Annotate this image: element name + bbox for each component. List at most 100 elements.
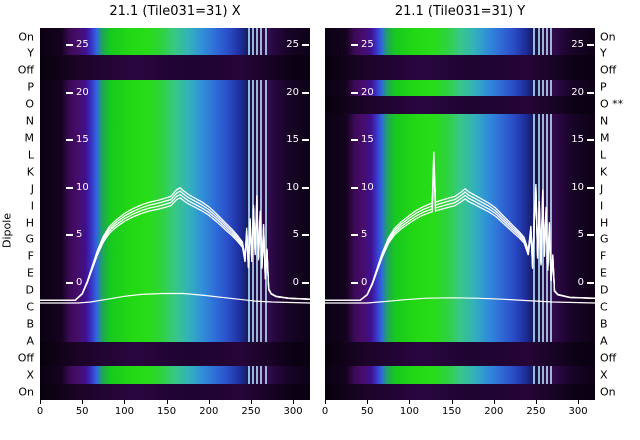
right-row-label: D bbox=[600, 283, 609, 297]
right-row-label: G bbox=[600, 232, 609, 246]
inner-tick-label: 5 bbox=[577, 229, 584, 241]
right-row-label: F bbox=[600, 249, 607, 263]
heatmap-background-y bbox=[325, 28, 595, 400]
inner-value-tick: 10 bbox=[286, 182, 309, 193]
tick-mark-icon bbox=[66, 91, 73, 94]
right-row-label: B bbox=[600, 317, 608, 331]
x-tick-mark bbox=[325, 400, 326, 404]
inner-tick-label: 10 bbox=[571, 181, 584, 193]
right-row-label: M bbox=[600, 131, 610, 145]
masked-row-band bbox=[325, 96, 595, 115]
x-tick-mark bbox=[493, 400, 495, 404]
spike-stripe bbox=[260, 28, 263, 400]
left-row-label: B bbox=[26, 317, 34, 331]
heatmap-panel-x: 25 25 20 20 15 15 10 10 5 5 0 0 bbox=[40, 28, 310, 400]
tick-mark-icon bbox=[302, 139, 309, 142]
x-tick-mark bbox=[250, 400, 252, 404]
inner-tick-label: 25 bbox=[76, 39, 89, 50]
right-row-label: Off bbox=[600, 351, 617, 365]
inner-value-tick: 10 bbox=[351, 182, 374, 193]
x-tick-mark bbox=[124, 400, 126, 404]
x-tick-mark bbox=[293, 400, 295, 404]
left-row-label: N bbox=[25, 114, 34, 128]
inner-value-tick: 5 bbox=[351, 230, 367, 240]
tick-mark-icon bbox=[302, 186, 309, 189]
inner-tick-label: 15 bbox=[571, 134, 584, 146]
x-tick-mark bbox=[535, 400, 537, 404]
inner-value-tick: 0 bbox=[66, 278, 82, 288]
inner-tick-label: 20 bbox=[286, 86, 299, 98]
x-tick-label: 0 bbox=[36, 406, 44, 417]
right-row-label: A bbox=[600, 334, 608, 348]
inner-value-tick: 15 bbox=[286, 135, 309, 145]
left-row-label: On bbox=[18, 30, 34, 43]
inner-value-tick: 10 bbox=[66, 182, 89, 193]
inner-value-tick: 15 bbox=[571, 135, 594, 145]
inner-tick-label: 5 bbox=[76, 229, 83, 241]
trace-line bbox=[325, 151, 595, 301]
trace-line bbox=[325, 164, 595, 301]
x-tick-mark bbox=[578, 400, 580, 404]
right-row-label: C bbox=[600, 300, 608, 314]
tick-mark-icon bbox=[66, 44, 73, 46]
x-tick-label: 150 bbox=[442, 406, 462, 417]
x-tick-mark bbox=[451, 400, 453, 404]
x-tick-mark bbox=[367, 400, 369, 404]
heatmap-background-x bbox=[40, 28, 310, 400]
inner-tick-label: 5 bbox=[292, 229, 299, 241]
masked-row-band bbox=[40, 342, 310, 366]
right-row-label: J bbox=[600, 182, 604, 196]
tick-mark-icon bbox=[587, 282, 594, 284]
panel-y-title: 21.1 (Tile031=31) Y bbox=[394, 4, 526, 19]
inner-tick-label: 25 bbox=[361, 39, 374, 50]
inner-value-tick: 0 bbox=[293, 278, 309, 288]
heatmap-panel-y: 25 25 20 20 15 15 10 10 5 5 0 0 bbox=[325, 28, 595, 400]
inner-value-tick: 25 bbox=[66, 40, 89, 50]
tick-mark-icon bbox=[66, 282, 73, 284]
right-row-label: L bbox=[600, 148, 607, 162]
right-row-label: E bbox=[600, 266, 607, 280]
x-tick-label: 150 bbox=[157, 406, 177, 417]
x-tick-mark bbox=[82, 400, 84, 404]
masked-row-band bbox=[325, 342, 595, 366]
tick-mark-icon bbox=[351, 91, 358, 94]
trace-line bbox=[40, 197, 310, 301]
left-row-label: X bbox=[26, 368, 34, 382]
trace-line bbox=[40, 292, 310, 304]
left-row-label: Y bbox=[27, 46, 34, 60]
inner-value-tick: 25 bbox=[351, 40, 374, 50]
x-tick-label: 0 bbox=[321, 406, 329, 417]
inner-value-tick: 15 bbox=[351, 135, 374, 145]
right-row-label: N bbox=[600, 114, 609, 128]
inner-value-tick: 5 bbox=[66, 230, 82, 240]
left-row-label: P bbox=[27, 80, 34, 94]
left-row-label: Off bbox=[17, 63, 34, 77]
inner-tick-label: 15 bbox=[76, 134, 89, 146]
trace-line bbox=[325, 160, 595, 301]
left-row-label: On bbox=[18, 385, 34, 398]
inner-value-tick: 10 bbox=[571, 181, 594, 193]
tick-mark-icon bbox=[587, 139, 594, 142]
masked-row-band bbox=[40, 54, 310, 81]
x-tick-mark bbox=[166, 400, 168, 404]
tick-mark-icon bbox=[302, 234, 309, 237]
inner-tick-label: 0 bbox=[577, 277, 584, 288]
inner-value-tick: 25 bbox=[571, 40, 594, 50]
inner-value-tick: 20 bbox=[286, 86, 309, 98]
tick-mark-icon bbox=[66, 234, 73, 237]
tick-mark-icon bbox=[66, 139, 73, 142]
trace-overlay-y bbox=[325, 151, 595, 304]
spike-stripe bbox=[546, 28, 549, 400]
inner-tick-label: 0 bbox=[292, 277, 299, 288]
x-tick-label: 50 bbox=[75, 406, 89, 417]
y-axis-label: Dipole bbox=[0, 212, 14, 248]
x-tick-label: 300 bbox=[568, 406, 588, 417]
inner-value-tick: 5 bbox=[293, 230, 309, 240]
tick-mark-icon bbox=[351, 186, 358, 189]
x-tick-label: 300 bbox=[283, 406, 303, 417]
tick-mark-icon bbox=[351, 139, 358, 142]
trace-line bbox=[325, 156, 595, 301]
inner-tick-label: 20 bbox=[76, 86, 89, 98]
inner-tick-label: 15 bbox=[361, 134, 374, 146]
